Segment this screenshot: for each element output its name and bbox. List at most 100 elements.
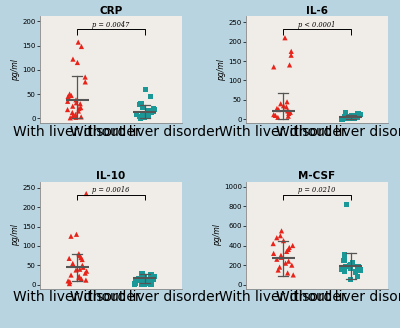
Point [341,255,348,260]
Point [66,92,73,97]
Point [141,275,148,280]
Point [278,253,284,258]
Point [280,103,287,108]
Point [283,104,290,110]
Point [339,117,345,122]
Point [64,99,71,104]
Point [347,277,354,282]
Point [270,251,277,256]
Point [76,253,83,258]
Point [78,276,84,281]
Point [133,112,140,117]
Point [82,74,88,80]
Point [274,256,280,262]
Point [343,116,349,121]
Point [84,269,90,274]
Point [343,110,349,115]
Point [132,281,138,286]
Title: M-CSF: M-CSF [298,171,336,181]
Point [75,109,82,114]
Point [348,116,354,121]
Point [278,228,285,234]
Point [139,111,146,116]
Point [141,282,147,287]
Point [347,115,353,121]
Point [277,233,284,238]
Point [80,265,86,270]
Point [150,276,156,281]
Point [73,267,79,273]
Point [350,115,357,120]
Point [341,257,347,263]
Point [284,108,291,113]
Point [66,281,73,286]
Point [278,101,284,106]
Point [347,261,354,267]
Point [287,110,294,115]
Point [149,110,155,115]
Text: p = 0.0210: p = 0.0210 [298,186,336,194]
Title: IL-6: IL-6 [306,6,328,16]
Point [83,191,90,196]
Point [145,109,152,114]
Point [73,97,79,102]
Point [82,79,88,85]
Point [70,261,76,266]
Point [284,249,290,254]
Point [139,278,145,283]
Point [148,280,155,285]
Point [79,263,86,268]
Point [275,267,281,273]
Point [135,276,142,281]
Point [286,111,292,116]
Point [348,114,354,120]
Point [78,255,84,260]
Point [288,52,294,58]
Point [75,39,82,45]
Point [270,64,277,70]
Point [76,275,82,280]
Point [65,278,71,283]
Point [132,279,139,285]
Point [66,256,72,261]
Point [143,113,149,118]
Point [351,116,358,121]
Y-axis label: pg/ml: pg/ml [11,224,20,246]
Point [290,243,296,248]
Point [148,281,154,287]
Point [341,252,347,257]
Point [286,245,292,250]
Point [82,271,88,276]
Point [140,115,146,120]
Point [270,241,276,246]
Point [150,106,157,111]
Point [347,262,353,268]
Point [352,269,358,275]
Point [142,87,149,92]
Point [76,106,82,111]
Point [70,113,76,118]
Point [355,264,361,270]
Text: p = 0.0016: p = 0.0016 [92,186,130,194]
Point [67,115,74,120]
Point [77,101,84,106]
Y-axis label: pg/ml: pg/ml [11,59,20,81]
Text: p < 0.0001: p < 0.0001 [298,21,336,29]
Text: p = 0.0047: p = 0.0047 [92,21,130,29]
Point [284,270,291,276]
Point [148,273,154,278]
Point [278,255,284,260]
Point [151,274,158,279]
Point [342,268,348,274]
Point [282,35,288,40]
Point [349,113,355,118]
Point [139,114,145,119]
Point [275,107,282,112]
Point [64,107,71,112]
Point [73,232,80,237]
Point [285,258,292,264]
Point [79,257,85,262]
Point [76,267,83,272]
Point [274,235,280,240]
Point [145,112,151,117]
